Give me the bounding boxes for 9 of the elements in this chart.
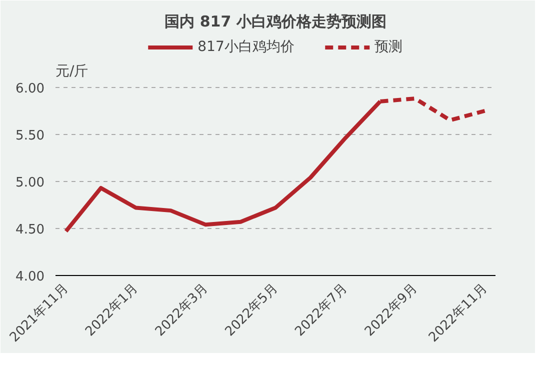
chart-title: 国内 817 小白鸡价格走势预测图 xyxy=(164,12,386,30)
legend-label: 预测 xyxy=(374,38,402,56)
y-axis-title: 元/斤 xyxy=(56,63,88,80)
y-tick-label: 6.00 xyxy=(16,81,45,96)
y-tick-label: 5.00 xyxy=(16,175,45,190)
y-tick-label: 4.50 xyxy=(16,222,45,238)
y-tick-label: 4.00 xyxy=(16,270,45,284)
legend-label: 817小白鸡均价 xyxy=(198,38,294,56)
y-tick-label: 5.50 xyxy=(16,128,45,144)
